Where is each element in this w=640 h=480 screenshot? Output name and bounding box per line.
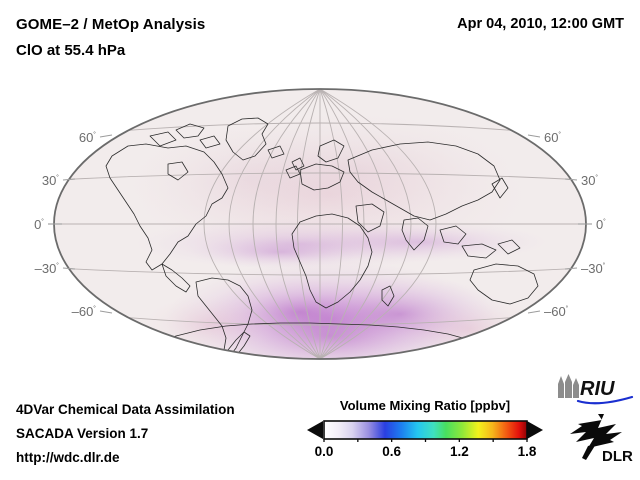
riu-wordmark: RIU — [580, 378, 615, 400]
world-map-projection: 60˚ 60˚ 30˚ 30˚ 0˚ 0˚ –30˚ –30˚ –60˚ –60… — [34, 88, 606, 360]
footer-line-url[interactable]: http://wdc.dlr.de — [16, 450, 120, 465]
dlr-wordmark: DLR — [602, 448, 633, 464]
lat-label-m30-left: –30˚ — [35, 261, 60, 276]
lat-label-60-right: 60˚ — [544, 130, 561, 145]
colorbar-extend-high-arrow — [527, 421, 543, 439]
colorbar-extend-low-arrow — [307, 421, 323, 439]
colorbar-title: Volume Mixing Ratio [ppbv] — [339, 398, 511, 413]
footer-line-assimilation: 4DVar Chemical Data Assimilation — [16, 402, 235, 417]
dlr-logo: DLR — [558, 412, 636, 465]
coastlines — [105, 117, 565, 359]
riu-logo-svg: RIU — [558, 374, 634, 405]
lat-label-m60-right: –60˚ — [544, 304, 569, 319]
map-panel: 60˚ 60˚ 30˚ 30˚ 0˚ 0˚ –30˚ –30˚ –60˚ –60… — [0, 74, 640, 374]
colorbar-strip — [305, 420, 545, 442]
lat-label-m60-left: –60˚ — [72, 304, 97, 319]
colorbar-tick-label: 0.0 — [314, 444, 334, 459]
colorbar-tick-label: 1.2 — [449, 444, 469, 459]
page-subtitle: ClO at 55.4 hPa — [16, 42, 126, 59]
page-title: GOME–2 / MetOp Analysis — [16, 16, 206, 33]
colorbar-ticks — [323, 439, 528, 442]
timestamp-label: Apr 04, 2010, 12:00 GMT — [457, 16, 624, 32]
riu-pillars-icon — [558, 374, 579, 398]
colorbar-tick-label: 1.8 — [517, 444, 537, 459]
colorbar-gradient-rect — [323, 420, 528, 440]
footer-line-version: SACADA Version 1.7 — [16, 426, 149, 441]
colorbar-tick-label: 0.6 — [382, 444, 402, 459]
dlr-logo-svg: DLR — [570, 414, 633, 465]
lat-label-30-left: 30˚ — [42, 173, 59, 188]
colorbar-svg — [307, 420, 543, 442]
lat-label-30-right: 30˚ — [581, 173, 598, 188]
colorbar-tick-labels: 0.0 0.6 1.2 1.8 — [300, 444, 550, 464]
lat-label-m30-right: –30˚ — [581, 261, 606, 276]
lat-label-0-left: 0˚ — [34, 217, 44, 232]
colorbar-legend: Volume Mixing Ratio [ppbv] — [300, 398, 550, 472]
latitude-ticks — [48, 134, 592, 314]
dlr-mark-icon — [570, 414, 622, 460]
latitude-labels: 60˚ 60˚ 30˚ 30˚ 0˚ 0˚ –30˚ –30˚ –60˚ –60… — [34, 130, 606, 319]
riu-swoosh-icon — [576, 395, 634, 405]
riu-logo: RIU — [556, 374, 634, 406]
lat-label-60-left: 60˚ — [79, 130, 96, 145]
lat-label-0-right: 0˚ — [596, 217, 606, 232]
